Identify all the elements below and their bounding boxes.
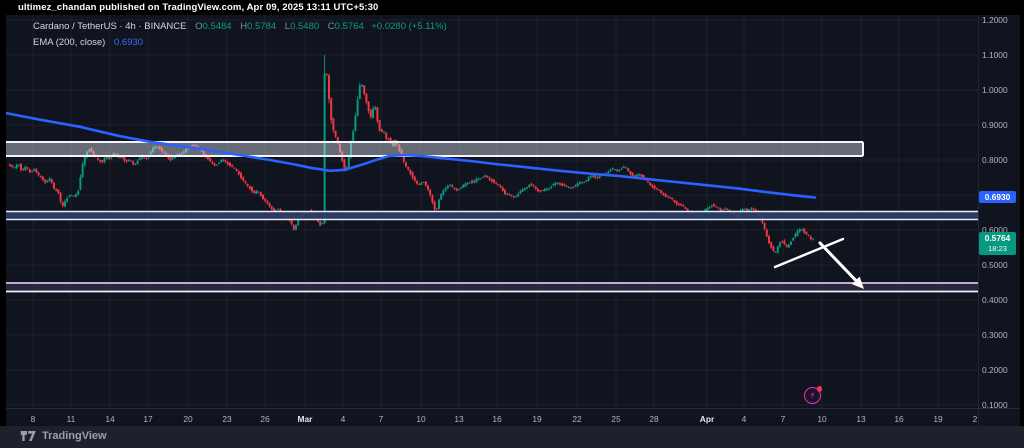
grid-lines <box>6 15 978 408</box>
time-tick-label: 4 <box>340 414 346 424</box>
symbol-legend-row[interactable]: Cardano / TetherUS · 4h · BINANCE O0.548… <box>33 21 447 32</box>
low-value: 0.5480 <box>290 21 320 32</box>
time-axis-separator <box>6 408 1020 409</box>
price-tick-label: 1.0000 <box>982 85 1008 95</box>
chart-widget: Cardano / TetherUS · 4h · BINANCE O0.548… <box>0 15 1024 426</box>
close-label: C <box>327 21 335 32</box>
indicator-legend-row[interactable]: EMA (200, close) 0.6930 <box>33 37 447 48</box>
lightning-icon: ⚡ <box>809 390 816 400</box>
time-tick-label: Mar <box>297 414 313 424</box>
time-tick-label: 20 <box>183 414 193 424</box>
indicator-name: EMA (200, close) <box>33 37 106 48</box>
price-tick-label: 0.4000 <box>982 295 1008 305</box>
symbol-title: Cardano / TetherUS · 4h · BINANCE <box>33 21 187 32</box>
time-tick-label: 28 <box>649 414 659 424</box>
time-tick-label: 13 <box>454 414 464 424</box>
time-tick-label: 7 <box>378 414 384 424</box>
ema-line <box>6 111 817 199</box>
time-tick-label: 26 <box>260 414 270 424</box>
price-tick-label: 0.8000 <box>982 155 1008 165</box>
time-tick-label: 25 <box>611 414 621 424</box>
last-price-badge: 0.5764 18:23 <box>979 231 1016 255</box>
ema-price-badge: 0.6930 <box>979 190 1016 203</box>
price-axis-separator <box>978 15 979 426</box>
time-tick-label: 16 <box>894 414 904 424</box>
footer-bar: TradingView <box>0 426 1024 448</box>
time-tick-label: 10 <box>817 414 827 424</box>
price-tick-label: 0.3000 <box>982 330 1008 340</box>
tradingview-logo-link[interactable]: TradingView <box>20 430 107 442</box>
tradingview-logo-text: TradingView <box>42 430 107 442</box>
change-value: +0.0280 (+5.11%) <box>371 21 447 32</box>
left-margin <box>0 15 6 426</box>
time-tick-label: 8 <box>30 414 36 424</box>
time-tick-label: 2 <box>972 414 978 424</box>
time-tick-label: 19 <box>933 414 943 424</box>
publish-info-bar: ultimez_chandan published on TradingView… <box>0 0 1024 15</box>
high-value: 0.5784 <box>247 21 277 32</box>
open-label: O <box>195 21 203 32</box>
time-tick-label: Apr <box>699 414 715 424</box>
low-label: L <box>284 21 291 32</box>
time-tick-label: 17 <box>143 414 153 424</box>
open-value: 0.5484 <box>202 21 232 32</box>
price-tick-label: 1.2000 <box>982 15 1008 25</box>
chart-background <box>6 15 1020 426</box>
time-tick-label: 7 <box>780 414 786 424</box>
time-tick-label: 16 <box>492 414 502 424</box>
time-tick-label: 10 <box>416 414 426 424</box>
time-tick-label: 19 <box>532 414 542 424</box>
user-drawings <box>773 237 864 289</box>
legend: Cardano / TetherUS · 4h · BINANCE O0.548… <box>33 21 447 48</box>
price-tick-label: 0.9000 <box>982 120 1008 130</box>
time-tick-label: 4 <box>741 414 747 424</box>
price-tick-label: 0.2000 <box>982 365 1008 375</box>
high-label: H <box>240 21 248 32</box>
time-tick-label: 11 <box>66 414 76 424</box>
time-tick-label: 23 <box>222 414 232 424</box>
flash-button[interactable]: ⚡ <box>804 386 822 404</box>
price-tick-label: 0.5000 <box>982 260 1008 270</box>
time-tick-label: 22 <box>572 414 582 424</box>
time-tick-label: 14 <box>105 414 115 424</box>
right-margin <box>1020 15 1024 426</box>
time-tick-label: 13 <box>856 414 866 424</box>
price-tick-label: 1.1000 <box>982 50 1008 60</box>
close-value: 0.5764 <box>334 21 364 32</box>
notification-dot <box>816 386 822 392</box>
price-tick-label: 0.6000 <box>982 225 1008 235</box>
indicator-value: 0.6930 <box>113 37 144 48</box>
publish-info-text: ultimez_chandan published on TradingView… <box>18 2 379 13</box>
price-tick-label: 0.1000 <box>982 400 1008 410</box>
bar-countdown: 18:23 <box>987 243 1007 253</box>
tradingview-logo-icon <box>20 430 36 442</box>
price-chart[interactable] <box>0 15 1024 426</box>
